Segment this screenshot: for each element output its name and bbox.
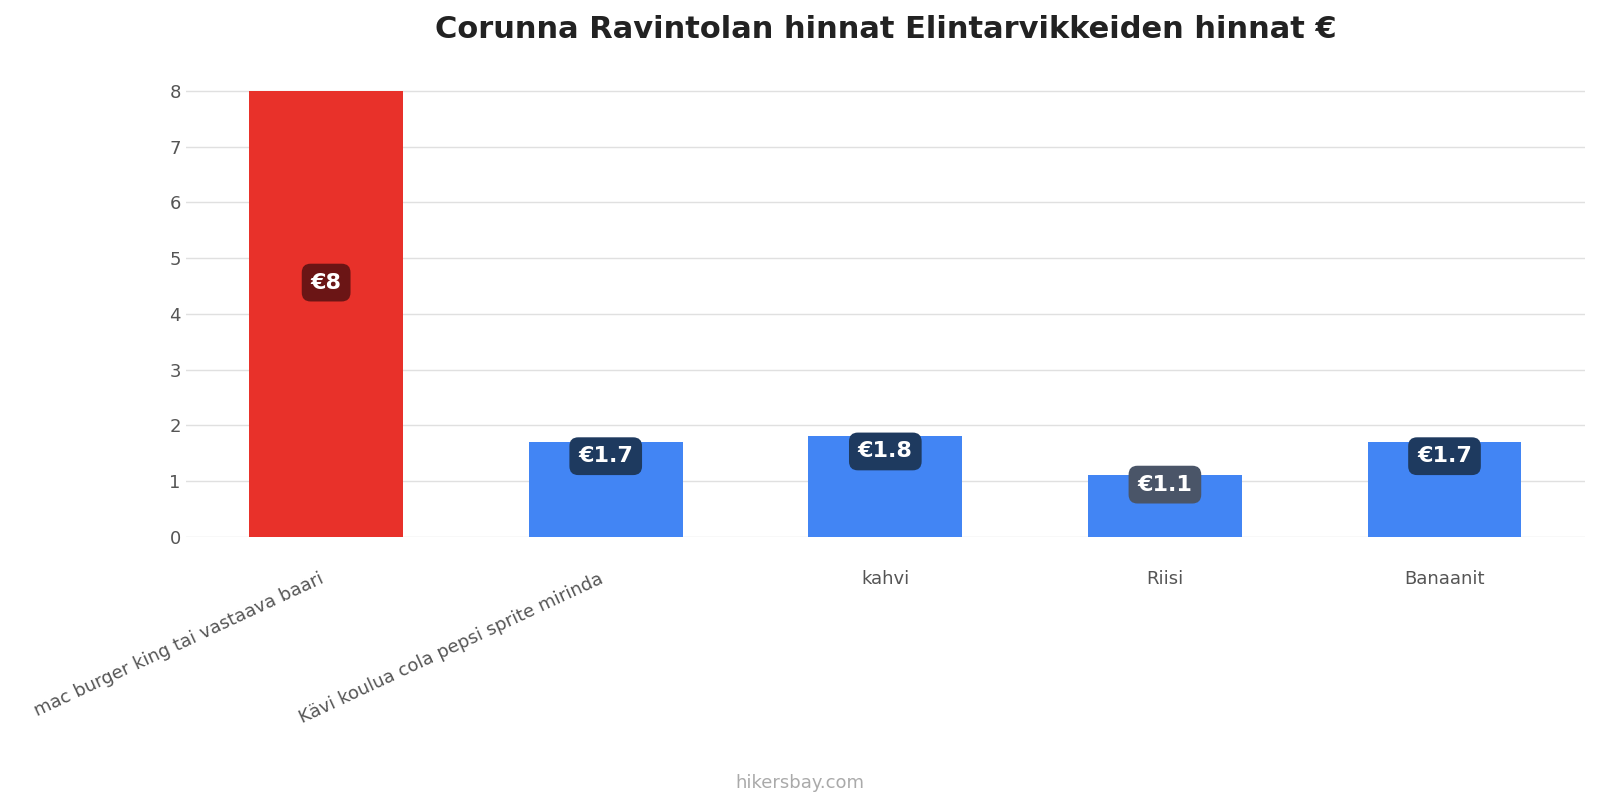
Text: Kävi koulua cola pepsi sprite mirinda: Kävi koulua cola pepsi sprite mirinda [296,570,606,727]
Bar [250,91,403,537]
Text: €1.7: €1.7 [578,446,634,466]
Text: kahvi: kahvi [861,570,909,588]
Text: €1.7: €1.7 [1418,446,1472,466]
Title: Corunna Ravintolan hinnat Elintarvikkeiden hinnat €: Corunna Ravintolan hinnat Elintarvikkeid… [435,15,1336,44]
Text: Riisi: Riisi [1146,570,1184,588]
Text: hikersbay.com: hikersbay.com [736,774,864,792]
Text: €8: €8 [310,273,342,293]
Bar [1368,442,1522,537]
Text: mac burger king tai vastaava baari: mac burger king tai vastaava baari [30,570,326,720]
Bar [808,437,962,537]
Text: Banaanit: Banaanit [1405,570,1485,588]
Bar [1088,475,1242,537]
Text: €1.1: €1.1 [1138,474,1192,494]
Bar [530,442,683,537]
Text: €1.8: €1.8 [858,442,912,462]
